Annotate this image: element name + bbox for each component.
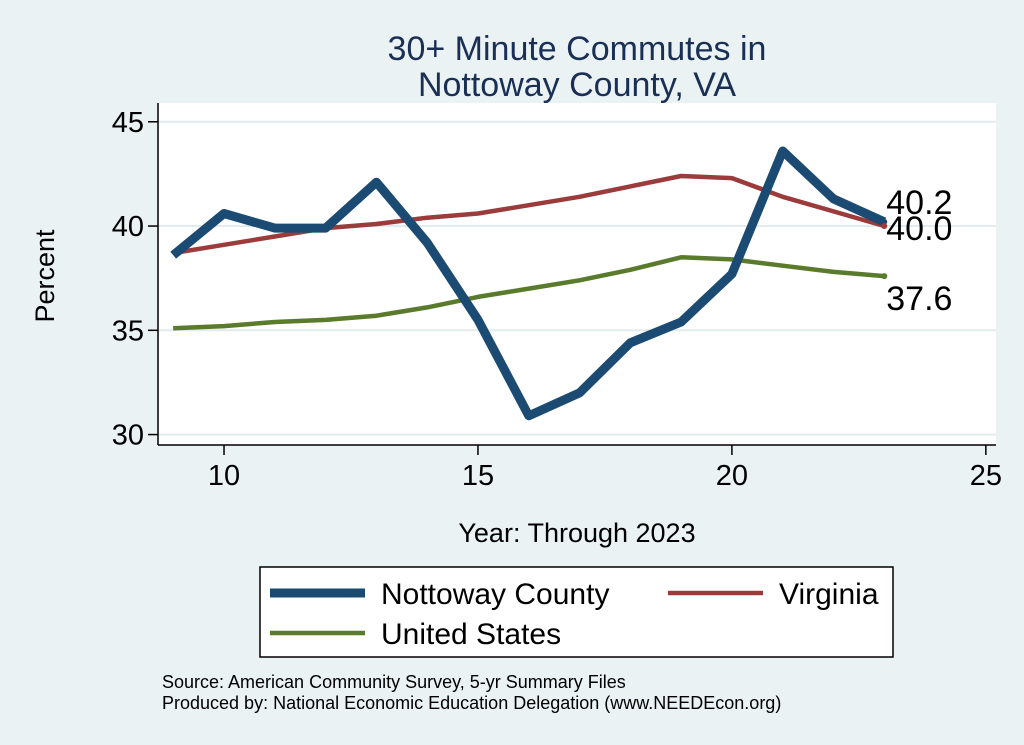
y-axis-ticks: 30 35 40 45	[112, 107, 158, 452]
end-point-marker	[881, 218, 888, 225]
y-tick-label: 30	[112, 420, 144, 452]
x-tick-label: 10	[208, 460, 240, 492]
x-tick-label: 25	[970, 460, 1002, 492]
legend-label: Nottoway County	[381, 578, 609, 611]
y-tick-label: 45	[112, 107, 144, 139]
series-layer	[170, 146, 887, 421]
x-axis-ticks: 10 15 20 25	[208, 445, 1002, 492]
y-tick-label: 40	[112, 211, 144, 243]
series-line-united-states	[173, 255, 885, 331]
legend-label: United States	[381, 618, 561, 651]
legend-label: Virginia	[779, 578, 879, 611]
end-value-label: 37.6	[886, 280, 952, 318]
legend: Nottoway County Virginia United States	[270, 578, 879, 651]
end-point-marker	[881, 223, 888, 230]
end-value-label: 40.0	[886, 210, 952, 248]
produced-by-note: Produced by: National Economic Education…	[162, 693, 781, 713]
source-note: Source: American Community Survey, 5-yr …	[162, 672, 626, 692]
y-tick-label: 35	[112, 315, 144, 347]
y-axis-title: Percent	[30, 229, 60, 323]
x-tick-label: 20	[716, 460, 748, 492]
chart-title-line-1: 30+ Minute Commutes in	[388, 30, 767, 68]
series-line-nottoway-county	[170, 146, 887, 421]
x-tick-label: 15	[462, 460, 494, 492]
legend-box	[259, 566, 894, 658]
chart-title-line-2: Nottoway County, VA	[418, 66, 736, 104]
x-axis-title: Year: Through 2023	[458, 518, 695, 548]
end-point-marker	[881, 273, 888, 280]
end-labels: 40.240.0 37.6	[881, 184, 952, 318]
end-value-label: 40.2	[886, 184, 952, 222]
